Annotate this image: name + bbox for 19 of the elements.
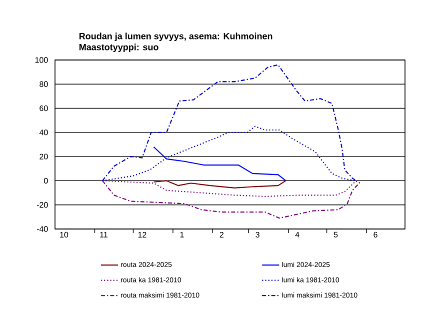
x-tick-label: 2 [220,232,224,238]
x-tick-label: 3 [256,232,260,238]
chart-title: Roudan ja lumen syvyys, asema: Kuhmoinen [79,32,272,42]
y-tick-label: -40 [36,226,48,232]
y-tick-label: 60 [40,105,48,112]
y-tick-label: 20 [40,154,48,160]
x-tick-label: 1 [180,232,184,238]
y-tick-label: 0 [44,178,48,184]
x-tick-label: 6 [374,232,378,238]
x-tick-label: 4 [295,232,300,238]
x-tick-label: 5 [334,232,338,238]
y-tick-label: 100 [35,57,48,63]
y-tick-label: 80 [40,81,48,87]
x-tick-label: 10 [60,232,68,238]
x-tick-label: 11 [100,232,108,238]
y-tick-label: 40 [39,130,48,136]
chart-subtitle: Maastotyyppi: suo [79,44,158,52]
y-tick-label: -20 [36,202,48,208]
x-tick-label: 12 [138,232,146,238]
